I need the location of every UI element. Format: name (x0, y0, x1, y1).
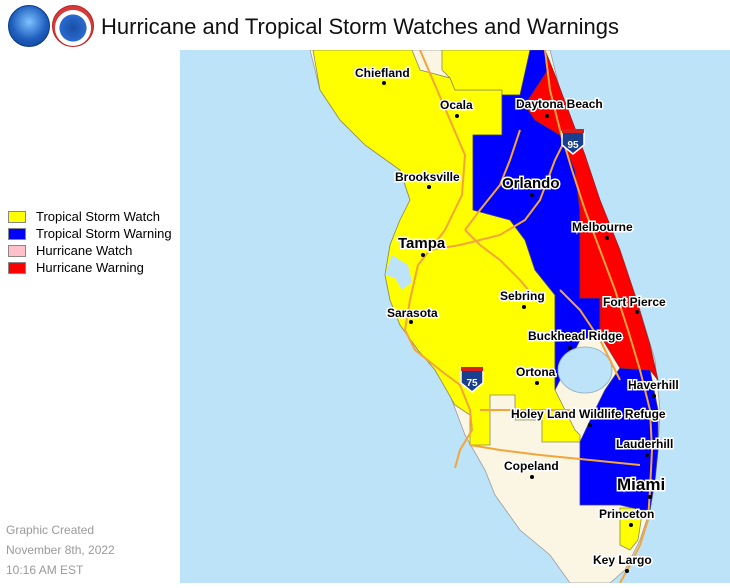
city-label-princeton: Princeton (599, 507, 654, 521)
city-label-buckhead-ridge: Buckhead Ridge (528, 329, 622, 343)
city-dots (382, 81, 656, 573)
legend-label: Tropical Storm Warning (36, 226, 172, 241)
ts-watch-zone-north (441, 49, 536, 96)
city-label-ortona: Ortona (516, 365, 556, 379)
legend-swatch-hurricane-watch (8, 244, 26, 257)
footer-line: Graphic Created (6, 523, 95, 537)
hurricane-warning-zone (524, 49, 659, 381)
i75-shield: 75 (460, 367, 484, 393)
highways (403, 49, 654, 584)
city-label-lauderhill: Lauderhill (616, 437, 673, 451)
city-label-brooksville: Brooksville (395, 170, 460, 184)
city-label-key-largo: Key Largo (593, 553, 652, 567)
city-label-holey-land: Holey Land Wildlife Refuge (511, 407, 666, 421)
legend-swatch-ts-warning (8, 227, 26, 240)
header: Hurricane and Tropical Storm Watches and… (0, 0, 730, 50)
city-label-sarasota: Sarasota (387, 306, 438, 320)
city-label-ocala: Ocala (440, 98, 473, 112)
legend-label: Hurricane Watch (36, 243, 133, 258)
footer-time: 10:16 AM EST (6, 563, 84, 577)
florida-map[interactable]: 95 75 Chiefland Ocala Daytona Beach Broo… (180, 49, 730, 584)
city-label-chiefland: Chiefland (355, 66, 410, 80)
i95-label: 95 (567, 140, 579, 151)
map-panel[interactable]: 95 75 Chiefland Ocala Daytona Beach Broo… (180, 49, 730, 584)
legend-swatch-ts-watch (8, 210, 26, 223)
footer-date: November 8th, 2022 (6, 543, 115, 557)
city-label-melbourne: Melbourne (572, 220, 633, 234)
lake-okeechobee (557, 346, 613, 394)
city-label-fort-pierce: Fort Pierce (603, 295, 666, 309)
city-label-haverhill: Haverhill (628, 378, 679, 392)
legend-label: Tropical Storm Watch (36, 209, 161, 224)
graphic-timestamp: Graphic Created November 8th, 2022 10:16… (6, 520, 115, 580)
i75-label: 75 (466, 378, 478, 389)
nws-logo (52, 5, 94, 47)
ts-warning-zone-south (579, 367, 659, 511)
city-label-tampa: Tampa (398, 235, 446, 252)
page-title: Hurricane and Tropical Storm Watches and… (101, 14, 620, 39)
city-label-daytona-beach: Daytona Beach (516, 97, 603, 111)
legend-label: Hurricane Warning (36, 260, 144, 275)
i95-shield: 95 (561, 129, 585, 155)
legend-item: Hurricane Watch (8, 242, 172, 259)
city-label-miami: Miami (617, 475, 665, 494)
legend-item: Tropical Storm Watch (8, 208, 172, 225)
noaa-logo (8, 5, 50, 47)
legend-item: Hurricane Warning (8, 259, 172, 276)
tampa-bay (385, 255, 412, 290)
city-label-sebring: Sebring (500, 289, 545, 303)
legend-swatch-hurricane-warning (8, 261, 26, 274)
legend: Tropical Storm Watch Tropical Storm Warn… (8, 208, 172, 276)
legend-item: Tropical Storm Warning (8, 225, 172, 242)
city-label-orlando: Orlando (502, 175, 560, 192)
city-label-copeland: Copeland (504, 459, 559, 473)
